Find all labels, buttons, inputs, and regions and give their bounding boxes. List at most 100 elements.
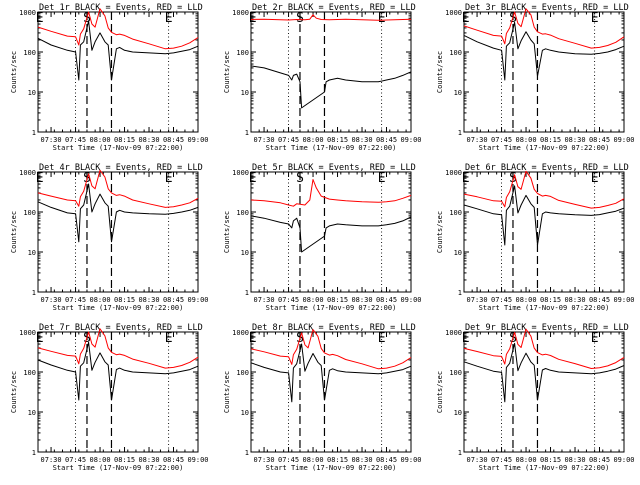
interval-marker-e: E: [462, 11, 470, 26]
x-axis-label: Start Time (17-Nov-09 07:22:00): [53, 304, 184, 312]
lld-series-line: [250, 14, 412, 21]
panel-title: Det 2r BLACK = Events, RED = LLD: [252, 3, 416, 13]
panel-title: Det 8r BLACK = Events, RED = LLD: [252, 323, 416, 333]
x-tick-label: 07:30: [41, 296, 62, 304]
x-axis-label: Start Time (17-Nov-09 07:22:00): [266, 464, 397, 472]
y-tick-label: 1000: [19, 9, 36, 17]
x-axis-label: Start Time (17-Nov-09 07:22:00): [53, 144, 184, 152]
events-series-line: [463, 21, 625, 81]
x-tick-label: 08:30: [138, 456, 159, 464]
interval-marker-s: S: [296, 11, 304, 26]
panel-title: Det 3r BLACK = Events, RED = LLD: [465, 3, 629, 13]
events-series-line: [37, 183, 199, 243]
y-tick-label: 1: [245, 449, 249, 457]
y-tick-label: 10: [28, 249, 36, 257]
y-tick-label: 1: [458, 449, 462, 457]
x-axis-label: Start Time (17-Nov-09 07:22:00): [479, 464, 610, 472]
x-tick-label: 08:45: [376, 296, 397, 304]
panel-title: Det 1r BLACK = Events, RED = LLD: [39, 3, 203, 13]
events-series-line: [250, 343, 412, 403]
y-tick-label: 100: [236, 209, 249, 217]
y-tick-label: 100: [449, 369, 462, 377]
plot-frame: [250, 11, 412, 133]
y-tick-label: 100: [23, 209, 36, 217]
x-tick-label: 07:30: [254, 136, 275, 144]
lld-series-line: [37, 328, 199, 369]
y-axis: 1 10 100 1000 Counts/sec: [436, 169, 624, 297]
y-tick-label: 1000: [445, 329, 462, 337]
interval-marker-e: E: [378, 11, 386, 26]
x-tick-label: 09:00: [187, 296, 208, 304]
panel-6: Det 6r BLACK = Events, RED = LLD 1 10 100 10…: [436, 163, 635, 312]
x-tick-label: 08:30: [138, 136, 159, 144]
interval-marker-e: E: [462, 331, 470, 346]
y-axis-label: Counts/sec: [436, 51, 444, 93]
interval-marker-e: E: [249, 11, 257, 26]
lld-series-line: [250, 179, 412, 207]
x-axis: 07:30 07:45 08:00 08:15 08:30 08:45 09:00Start…: [463, 332, 635, 472]
y-tick-label: 100: [236, 369, 249, 377]
x-tick-label: 07:30: [41, 136, 62, 144]
x-tick-label: 07:45: [65, 136, 86, 144]
events-series-line: [250, 65, 412, 109]
x-axis-label: Start Time (17-Nov-09 07:22:00): [266, 144, 397, 152]
x-tick-label: 08:00: [303, 296, 324, 304]
x-axis: 07:30 07:45 08:00 08:15 08:30 08:45 09:00Start…: [250, 12, 422, 152]
x-tick-label: 07:45: [278, 456, 299, 464]
x-tick-label: 08:00: [303, 136, 324, 144]
panel-4: Det 4r BLACK = Events, RED = LLD 1 10 100 10…: [10, 163, 209, 312]
panel-title: Det 4r BLACK = Events, RED = LLD: [39, 163, 203, 173]
interval-marker-e: E: [165, 171, 173, 186]
x-tick-label: 08:30: [564, 456, 585, 464]
panel-2: Det 2r BLACK = Events, RED = LLD 1 10 100 10…: [223, 3, 422, 152]
x-tick-label: 08:30: [138, 296, 159, 304]
x-tick-label: 07:45: [65, 456, 86, 464]
events-series-line: [250, 215, 412, 253]
y-axis-label: Counts/sec: [10, 211, 18, 253]
x-tick-label: 08:15: [540, 296, 561, 304]
y-tick-label: 1: [458, 129, 462, 137]
x-tick-label: 08:30: [564, 296, 585, 304]
x-tick-label: 08:15: [327, 456, 348, 464]
x-axis: 07:30 07:45 08:00 08:15 08:30 08:45 09:00Start…: [37, 332, 209, 472]
interval-marker-s: S: [509, 171, 517, 186]
x-tick-label: 09:00: [400, 296, 421, 304]
x-tick-label: 08:00: [90, 296, 111, 304]
y-tick-label: 100: [449, 49, 462, 57]
panel-9: Det 9r BLACK = Events, RED = LLD 1 10 100 10…: [436, 323, 635, 472]
interval-marker-e: E: [378, 171, 386, 186]
x-axis: 07:30 07:45 08:00 08:15 08:30 08:45 09:00Start…: [37, 172, 209, 312]
y-tick-label: 100: [236, 49, 249, 57]
y-tick-label: 100: [23, 369, 36, 377]
x-axis: 07:30 07:45 08:00 08:15 08:30 08:45 09:00Start…: [463, 12, 635, 152]
interval-marker-e: E: [36, 11, 44, 26]
x-tick-label: 08:45: [163, 136, 184, 144]
x-tick-label: 08:45: [376, 136, 397, 144]
x-tick-label: 07:30: [254, 456, 275, 464]
lld-series-line: [463, 328, 625, 369]
x-tick-label: 08:15: [114, 296, 135, 304]
plot-frame: [463, 331, 625, 453]
y-tick-label: 10: [454, 89, 462, 97]
y-tick-label: 100: [449, 209, 462, 217]
y-tick-label: 1000: [445, 9, 462, 17]
x-tick-label: 09:00: [187, 136, 208, 144]
x-axis: 07:30 07:45 08:00 08:15 08:30 08:45 09:00Start…: [463, 172, 635, 312]
y-tick-label: 10: [28, 409, 36, 417]
x-tick-label: 07:45: [278, 296, 299, 304]
x-tick-label: 08:00: [516, 456, 537, 464]
x-tick-label: 07:30: [467, 456, 488, 464]
interval-marker-e: E: [249, 331, 257, 346]
events-series-line: [37, 341, 199, 401]
interval-marker-e: E: [462, 171, 470, 186]
interval-marker-e: E: [249, 171, 257, 186]
y-tick-label: 1000: [19, 329, 36, 337]
panel-title: Det 5r BLACK = Events, RED = LLD: [252, 163, 416, 173]
x-tick-label: 08:45: [589, 456, 610, 464]
interval-marker-s: S: [296, 171, 304, 186]
panel-3: Det 3r BLACK = Events, RED = LLD 1 10 100 10…: [436, 3, 635, 152]
x-tick-label: 08:45: [376, 456, 397, 464]
y-tick-label: 1: [245, 289, 249, 297]
x-tick-label: 08:30: [351, 296, 372, 304]
